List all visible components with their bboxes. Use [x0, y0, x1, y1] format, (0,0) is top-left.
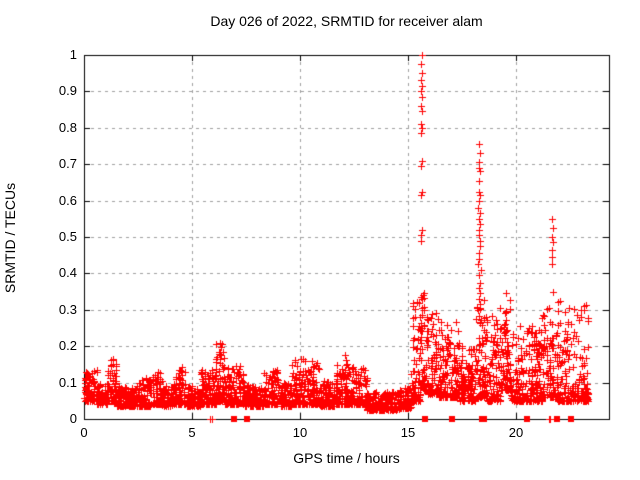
x-tick-label: 10 [292, 425, 308, 440]
x-tick-label: 15 [400, 425, 416, 440]
y-tick-label: 0.9 [58, 83, 77, 98]
y-axis-label: SRMTID / TECUs [2, 182, 18, 294]
y-tick-label: 0 [69, 411, 77, 426]
y-tick-label: 0.3 [58, 302, 77, 317]
y-tick-label: 0.6 [58, 193, 77, 208]
y-tick-label: 0.7 [58, 156, 77, 171]
x-tick-label: 20 [508, 425, 524, 440]
y-tick-label: 0.5 [58, 229, 77, 244]
y-tick-label: 0.2 [58, 338, 77, 353]
y-tick-label: 0.1 [58, 375, 77, 390]
y-tick-label: 1 [69, 47, 77, 62]
y-tick-label: 0.4 [58, 265, 77, 280]
x-axis-label: GPS time / hours [293, 450, 400, 466]
x-tick-label: 5 [188, 425, 196, 440]
chart-title: Day 026 of 2022, SRMTID for receiver ala… [210, 13, 483, 29]
x-tick-label: 0 [80, 425, 88, 440]
y-tick-label: 0.8 [58, 120, 77, 135]
